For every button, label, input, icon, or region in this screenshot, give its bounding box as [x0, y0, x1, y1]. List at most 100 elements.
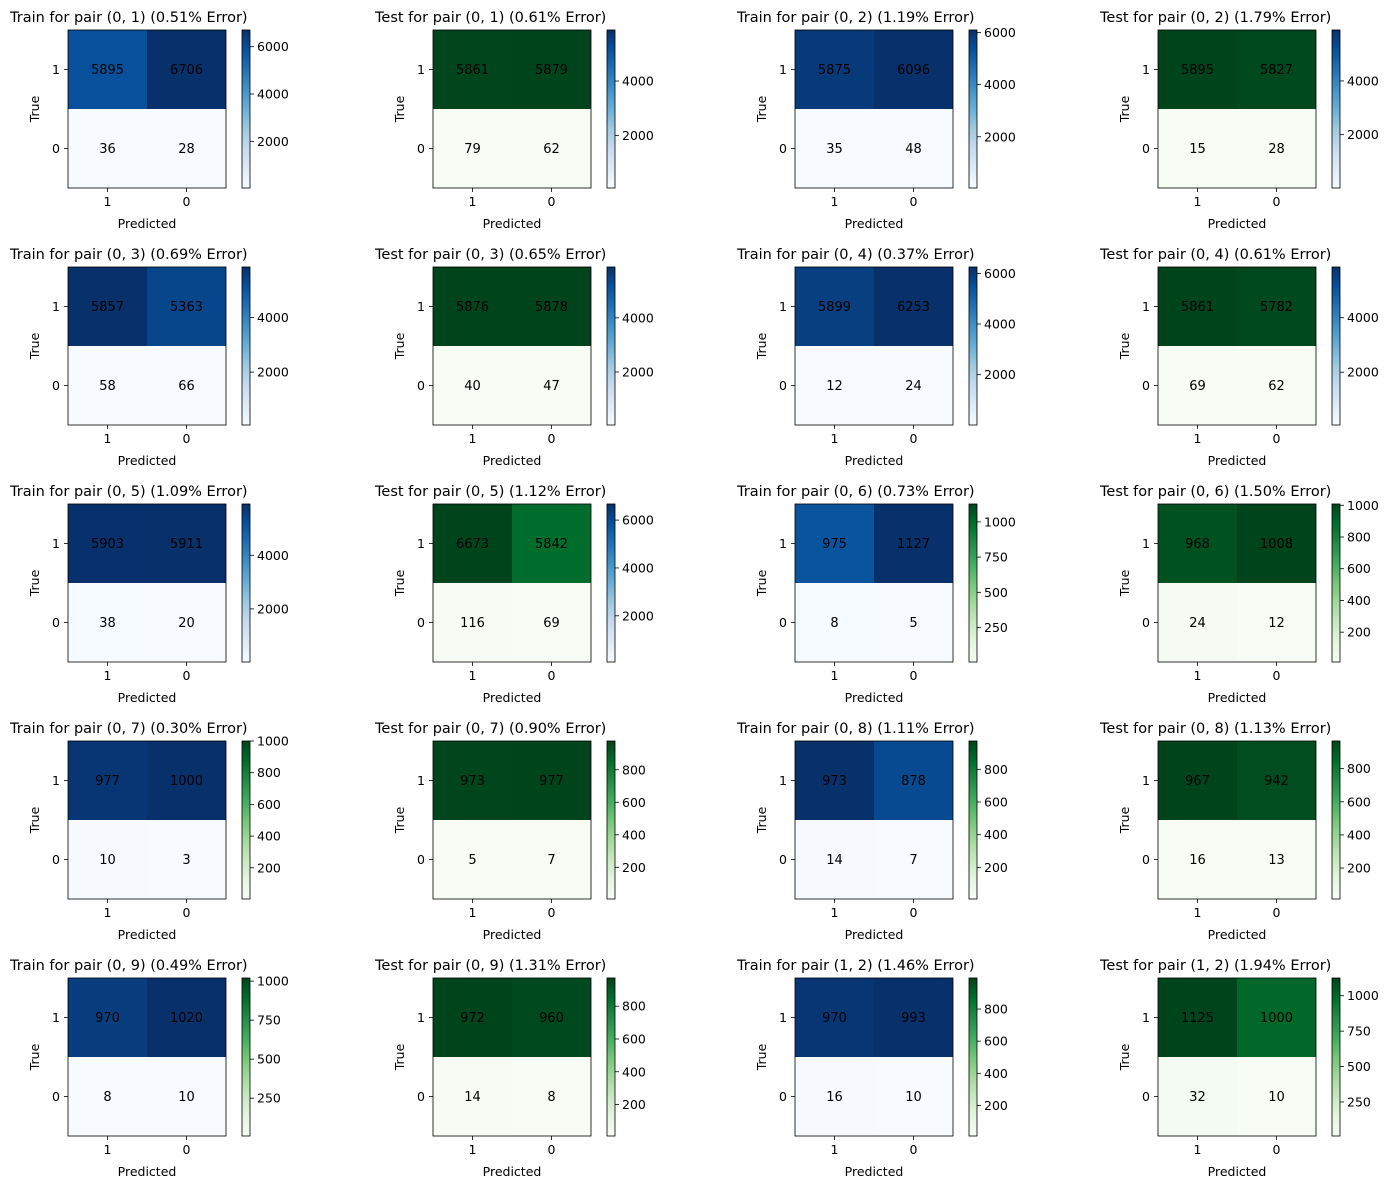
heatmap-cell [795, 741, 874, 820]
colorbar [968, 266, 978, 426]
cell-value-label: 5861 [456, 63, 489, 78]
x-tick-label: 1 [469, 431, 477, 446]
axes-frame [67, 977, 227, 1137]
x-tick-label: 1 [1194, 194, 1202, 209]
axes-frame [67, 266, 227, 426]
y-axis-label: True [1117, 95, 1132, 123]
y-axis-label: True [392, 1043, 407, 1071]
colorbar-tick-label: 200 [1347, 861, 1371, 876]
cell-value-label: 58 [99, 379, 116, 394]
confusion-matrix-svg: Test for pair (1, 2) (1.94% Error)1125 10… [1099, 958, 1379, 1179]
y-tick-label: 1 [417, 299, 425, 314]
y-axis-label: True [1117, 806, 1132, 834]
x-tick-label: 0 [183, 905, 191, 920]
colorbar-tick-label: 200 [984, 860, 1008, 875]
axes-frame [794, 29, 954, 189]
confusion-matrix-svg: Train for pair (0, 9) (0.49% Error)970 10… [9, 958, 289, 1179]
x-tick-label: 0 [183, 668, 191, 683]
heatmap-cell [512, 741, 591, 820]
colorbar-tick-label: 600 [984, 795, 1008, 810]
heatmap-cell [1158, 504, 1237, 583]
confusion-matrix-panel: Test for pair (0, 4) (0.61% Error) 5861 57… [1099, 237, 1390, 474]
y-axis-label: True [1117, 332, 1132, 360]
cell-value-label: 48 [905, 142, 922, 157]
colorbar-tick-label: 400 [1347, 827, 1371, 842]
x-tick-label: 0 [1273, 194, 1281, 209]
confusion-matrix-panel: Train for pair (0, 4) (0.37% Error) 5899 6… [736, 237, 1067, 474]
x-tick-label: 1 [831, 431, 839, 446]
colorbar-tick-label: 1000 [1347, 988, 1379, 1003]
colorbar-tick-label: 2000 [622, 608, 654, 623]
colorbar-tick-label: 750 [257, 1013, 281, 1028]
axes-frame [432, 29, 592, 189]
cell-value-label: 14 [464, 1090, 481, 1105]
chart-title: Train for pair (0, 1) (0.51% Error) [9, 10, 248, 26]
x-tick-label: 0 [910, 1142, 918, 1157]
y-axis-label: True [27, 1043, 42, 1071]
chart-title: Train for pair (0, 6) (0.73% Error) [736, 484, 975, 500]
cell-value-label: 973 [822, 774, 847, 789]
heatmap-cell [147, 267, 226, 346]
heatmap-cell [433, 820, 512, 899]
heatmap-cell [874, 978, 953, 1057]
cell-value-label: 878 [901, 774, 926, 789]
colorbar-tick-label: 600 [622, 795, 646, 810]
y-tick-label: 0 [417, 378, 425, 393]
colorbar-tick-label: 800 [984, 762, 1008, 777]
colorbar-tick-label: 4000 [622, 560, 654, 575]
cell-value-label: 5899 [818, 300, 851, 315]
confusion-matrix-panel: Train for pair (0, 7) (0.30% Error) 977 10… [9, 711, 340, 948]
colorbar [606, 740, 616, 900]
x-tick-label: 1 [1194, 905, 1202, 920]
colorbar [241, 266, 251, 426]
cell-value-label: 12 [1268, 616, 1285, 631]
colorbar [1331, 29, 1341, 189]
colorbar-tick-label: 200 [1347, 625, 1371, 640]
heatmap-cell [795, 583, 874, 662]
x-axis-label: Predicted [845, 690, 904, 705]
y-tick-label: 1 [52, 62, 60, 77]
x-axis-label: Predicted [1208, 690, 1267, 705]
colorbar-tick-label: 4000 [622, 310, 654, 325]
colorbar [968, 503, 978, 663]
cell-value-label: 1125 [1181, 1011, 1214, 1026]
heatmap-cell [1237, 741, 1316, 820]
chart-title: Train for pair (0, 9) (0.49% Error) [9, 958, 248, 974]
cell-value-label: 973 [460, 774, 485, 789]
heatmap-cell [874, 109, 953, 188]
axes-frame [67, 29, 227, 189]
heatmap-cell [512, 978, 591, 1057]
colorbar-tick-label: 2000 [984, 367, 1016, 382]
y-axis-label: True [392, 806, 407, 834]
colorbar [968, 29, 978, 189]
cell-value-label: 5876 [456, 300, 489, 315]
x-axis-label: Predicted [118, 216, 177, 231]
x-tick-label: 1 [469, 905, 477, 920]
x-tick-label: 0 [183, 1142, 191, 1157]
confusion-matrix-panel: Train for pair (0, 3) (0.69% Error) 5857 5… [9, 237, 340, 474]
colorbar-tick-label: 600 [622, 1031, 646, 1046]
cell-value-label: 24 [1189, 616, 1206, 631]
colorbar [241, 977, 251, 1137]
x-tick-label: 1 [104, 194, 112, 209]
heatmap-cell [68, 978, 147, 1057]
cell-value-label: 12 [826, 379, 843, 394]
cell-value-label: 970 [822, 1011, 847, 1026]
heatmap-cell [795, 30, 874, 109]
colorbar-tick-label: 750 [984, 550, 1008, 565]
colorbar [606, 266, 616, 426]
axes-frame [794, 977, 954, 1137]
cell-value-label: 8 [103, 1090, 111, 1105]
colorbar-tick-label: 4000 [622, 74, 654, 89]
y-tick-label: 0 [1142, 141, 1150, 156]
colorbar-tick-label: 2000 [257, 134, 289, 149]
axes-frame [432, 977, 592, 1137]
y-tick-label: 1 [417, 1010, 425, 1025]
y-tick-label: 1 [1142, 536, 1150, 551]
colorbar [968, 740, 978, 900]
colorbar-tick-label: 1000 [257, 734, 289, 749]
chart-title: Train for pair (1, 2) (1.46% Error) [736, 958, 975, 974]
x-tick-label: 0 [910, 668, 918, 683]
colorbar-tick-label: 4000 [1347, 310, 1379, 325]
heatmap-cell [795, 1057, 874, 1136]
